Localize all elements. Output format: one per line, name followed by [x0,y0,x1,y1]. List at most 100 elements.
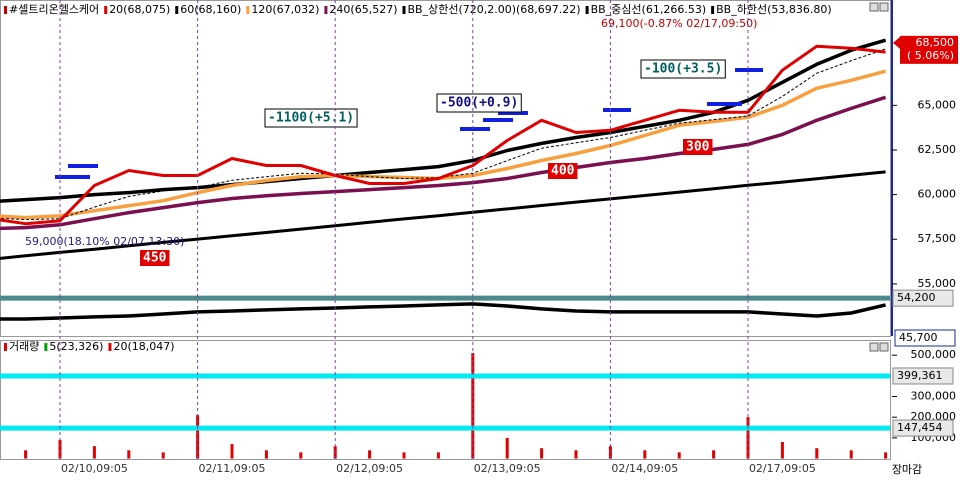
volume-bar [58,439,62,459]
annotation-box [640,59,726,79]
annotation-box [264,108,358,128]
annotation: 59,000(18.10% 02/07,13:30) [25,235,184,248]
bottom-box [894,329,956,347]
x-tick-label: 02/13,09:05 [474,462,541,475]
annotation: -500(+0.9) [440,96,518,111]
marker-bar [735,68,763,72]
volume-bar [884,452,888,459]
legend-label: 20(18,047) [113,340,174,353]
legend-swatch [4,343,7,351]
volume-bar [471,353,475,459]
annotation-box [436,93,522,113]
x-tick-label: 02/11,09:05 [199,462,266,475]
legend-label: BB_하한선(53,836.80) [716,2,832,16]
panel-button[interactable] [869,342,879,352]
marker-bar [603,108,631,112]
volume-bar [677,452,681,459]
panel-button[interactable] [869,2,879,12]
level-label: 399,361 [897,369,943,382]
volume-bar [849,450,853,459]
volume-bar [505,437,509,459]
marker-bar [460,127,490,131]
annotation: 450 [143,251,167,266]
volume-bar [436,452,440,459]
legend-swatch [44,343,48,351]
volume-panel [0,340,891,460]
volume-bar [746,417,750,459]
legend-swatch [175,6,179,14]
series-line [0,95,887,231]
annotation: 400 [551,164,575,179]
y-tick-label: 500,000 [911,348,957,361]
series-line [0,44,886,226]
price-plot [0,38,890,321]
y-tick-label: 300,000 [911,390,957,403]
price-box [900,35,958,64]
y-tick-label: 57,500 [918,232,957,245]
volume-bar [230,444,234,459]
y-tick-label: 60,000 [918,188,957,201]
level-box [892,367,954,385]
legend-label: 거래량 [9,340,39,353]
legend-swatch [402,6,406,14]
annotation: 69,100(-0.87% 02/17,09:50) [601,17,757,30]
session-note: 장마감 [892,463,922,476]
y-tick-label: 65,000 [918,98,957,111]
y-tick-label: 55,000 [918,277,957,290]
volume-bar [574,450,578,459]
volume-bar [540,448,544,459]
annotation: -1100(+5.1) [268,111,354,126]
volume-bar [712,450,716,459]
volume-bar [196,415,200,459]
volume-bar [815,448,819,459]
x-tick-label: 02/10,09:05 [61,462,128,475]
price-panel [0,0,891,337]
level-label: 54,200 [897,291,936,304]
panel-button[interactable] [879,342,889,352]
panel-button[interactable] [879,2,889,12]
marker-bar [707,102,742,106]
volume-bar [127,450,131,459]
series-line [0,170,886,260]
level-box [892,419,954,437]
legend-label: #셀트리온헬스케어 [9,3,99,16]
marker-bar [498,111,528,115]
x-tick-label: 02/17,09:05 [749,462,816,475]
legend-label: 120(67,032) [251,3,319,16]
x-tick-label: 02/12,09:05 [336,462,403,475]
legend-swatch [246,6,250,14]
volume-bar [24,450,28,459]
legend-label: 60(68,160) [180,3,241,16]
bottom-label: 45,700 [899,331,938,344]
volume-bar [643,450,647,459]
legend-swatch [108,343,112,351]
annotation: -100(+3.5) [644,62,722,77]
legend-swatch [324,6,328,14]
marker-bar [483,118,513,122]
volume-bar [299,452,303,459]
volume-bar [780,442,784,459]
series-line [0,302,887,321]
legend-label: BB_중심선(61,266.53) [591,3,707,16]
price-marker [893,36,900,49]
legend-label: 5(23,326) [49,340,103,353]
legend-swatch [4,6,7,14]
marker-bar [68,164,98,168]
marker-bar [55,175,90,179]
volume-bar [264,450,268,459]
legend-swatch [585,6,589,14]
volume-bar [161,452,165,459]
legend-swatch [711,6,715,14]
annotation-box [548,163,578,179]
price-label: 68,500 [916,36,955,49]
legend-label: BB_상한선(720,2.00)(68,697.22) [408,3,581,16]
level-label: 147,454 [897,421,943,434]
annotation: 300 [686,140,710,155]
volume-bar [368,450,372,459]
legend-label: 240(65,527) [329,3,397,16]
legend-swatch [104,6,108,14]
x-tick-label: 02/14,09:05 [611,462,678,475]
y-tick-label: 62,500 [918,143,957,156]
